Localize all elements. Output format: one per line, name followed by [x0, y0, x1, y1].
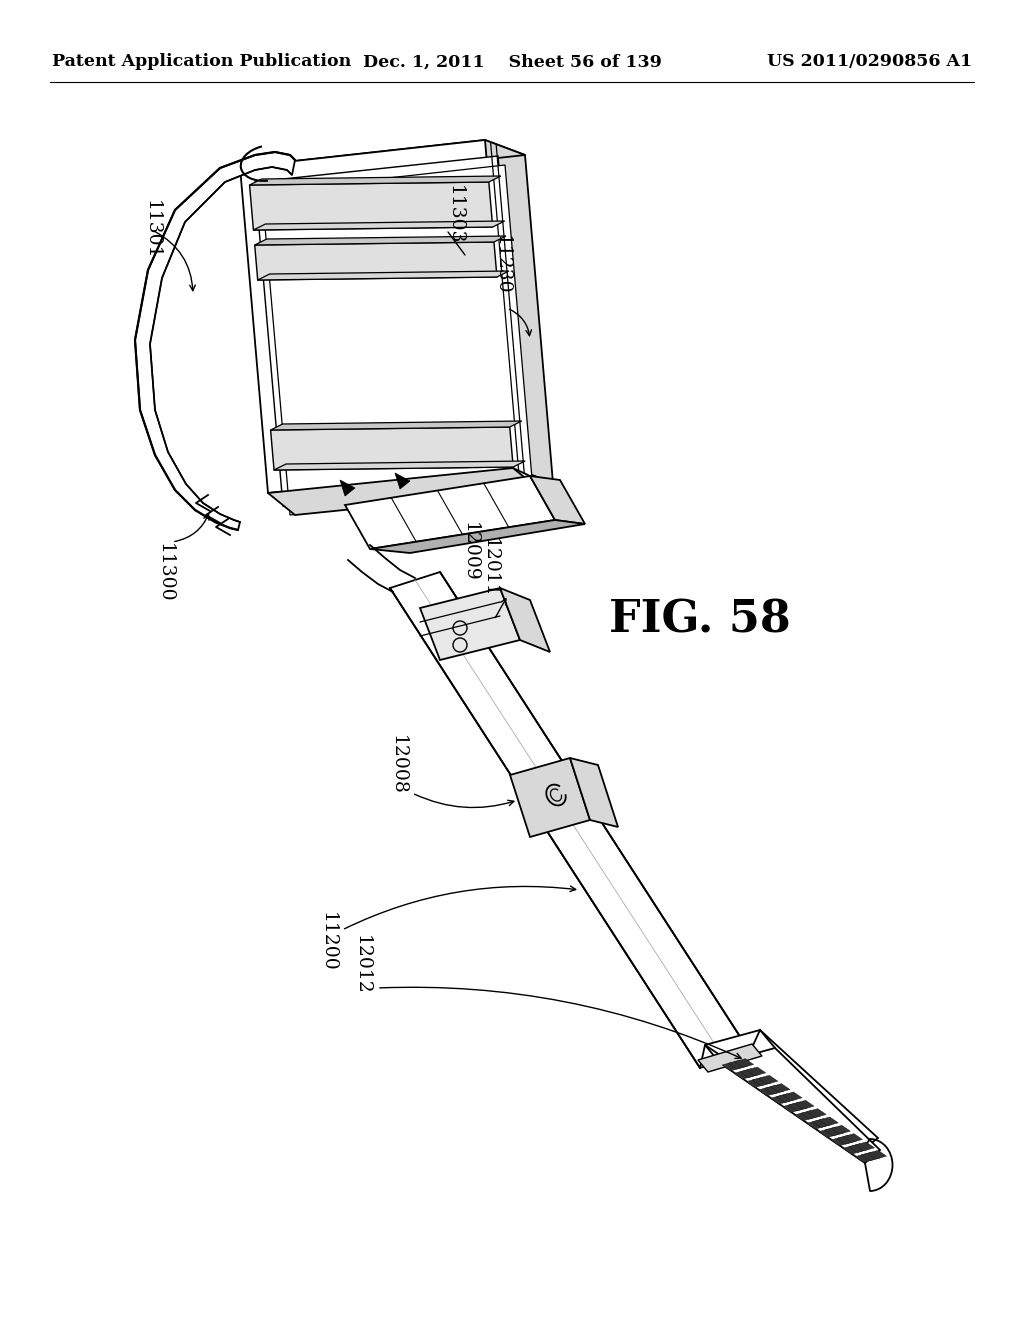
Text: 11230: 11230 — [493, 235, 511, 294]
Polygon shape — [818, 1129, 838, 1138]
Text: 11303: 11303 — [446, 185, 464, 244]
Polygon shape — [253, 220, 505, 230]
Polygon shape — [262, 165, 534, 515]
Polygon shape — [734, 1071, 754, 1080]
Polygon shape — [807, 1121, 826, 1129]
Polygon shape — [776, 1094, 796, 1102]
Polygon shape — [770, 1084, 790, 1093]
Polygon shape — [340, 480, 355, 496]
Polygon shape — [270, 421, 522, 430]
Polygon shape — [819, 1117, 839, 1126]
Polygon shape — [746, 1067, 766, 1076]
Polygon shape — [268, 469, 553, 508]
Polygon shape — [758, 1086, 777, 1096]
Polygon shape — [390, 572, 750, 1068]
Text: US 2011/0290856 A1: US 2011/0290856 A1 — [767, 54, 972, 70]
Polygon shape — [500, 587, 550, 652]
Polygon shape — [843, 1146, 862, 1154]
Polygon shape — [395, 473, 410, 488]
Polygon shape — [268, 469, 540, 515]
Text: Dec. 1, 2011    Sheet 56 of 139: Dec. 1, 2011 Sheet 56 of 139 — [362, 54, 662, 70]
Polygon shape — [746, 1078, 766, 1088]
Polygon shape — [255, 242, 497, 280]
Polygon shape — [830, 1126, 850, 1134]
Polygon shape — [782, 1092, 802, 1101]
Polygon shape — [705, 1030, 878, 1150]
Polygon shape — [570, 758, 618, 828]
Polygon shape — [843, 1134, 862, 1143]
Text: 12009: 12009 — [461, 523, 479, 582]
Polygon shape — [867, 1150, 887, 1159]
Polygon shape — [770, 1096, 790, 1104]
Polygon shape — [837, 1135, 856, 1144]
Polygon shape — [370, 520, 585, 553]
Polygon shape — [250, 182, 493, 230]
Polygon shape — [753, 1077, 772, 1086]
Polygon shape — [720, 1048, 880, 1163]
Text: Patent Application Publication: Patent Application Publication — [52, 54, 351, 70]
Polygon shape — [795, 1111, 814, 1121]
Polygon shape — [759, 1076, 778, 1084]
Text: 12011: 12011 — [481, 539, 499, 598]
Polygon shape — [740, 1069, 760, 1077]
Text: 12008: 12008 — [389, 735, 407, 795]
Polygon shape — [255, 236, 506, 246]
Polygon shape — [830, 1137, 850, 1146]
Polygon shape — [813, 1118, 833, 1127]
Polygon shape — [270, 426, 513, 470]
Polygon shape — [510, 758, 590, 837]
Polygon shape — [530, 477, 585, 524]
Polygon shape — [728, 1060, 748, 1069]
Polygon shape — [274, 461, 525, 470]
Polygon shape — [258, 271, 509, 280]
Polygon shape — [734, 1059, 754, 1068]
Polygon shape — [855, 1142, 874, 1151]
Text: 11200: 11200 — [319, 912, 337, 972]
Polygon shape — [824, 1127, 844, 1135]
Text: 11301: 11301 — [143, 201, 161, 260]
Polygon shape — [420, 587, 520, 660]
Text: FIG. 58: FIG. 58 — [609, 598, 791, 642]
Polygon shape — [135, 152, 295, 531]
Polygon shape — [849, 1143, 868, 1152]
Polygon shape — [698, 1044, 762, 1072]
Polygon shape — [855, 1154, 874, 1163]
Polygon shape — [801, 1110, 820, 1119]
Polygon shape — [795, 1101, 814, 1109]
Polygon shape — [807, 1109, 826, 1118]
Polygon shape — [345, 477, 555, 549]
Text: 12012: 12012 — [353, 935, 371, 995]
Polygon shape — [722, 1063, 741, 1071]
Polygon shape — [788, 1102, 808, 1111]
Text: 11300: 11300 — [156, 544, 174, 603]
Polygon shape — [485, 140, 553, 483]
Polygon shape — [764, 1085, 783, 1094]
Polygon shape — [240, 140, 513, 492]
Polygon shape — [782, 1104, 802, 1113]
Polygon shape — [255, 156, 526, 506]
Polygon shape — [240, 140, 525, 182]
Polygon shape — [861, 1152, 881, 1160]
Polygon shape — [250, 176, 501, 185]
